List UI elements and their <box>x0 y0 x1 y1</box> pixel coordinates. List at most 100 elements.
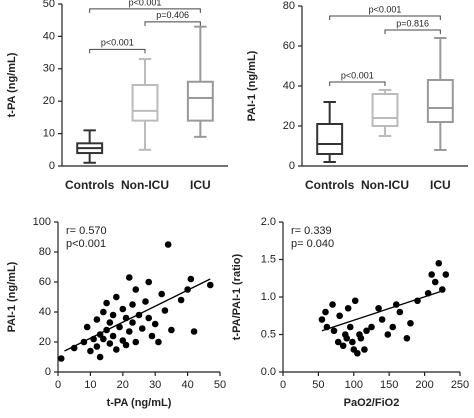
point <box>138 325 146 332</box>
point <box>113 346 120 353</box>
p-value-label: p<0.001 <box>101 38 134 48</box>
point <box>318 316 326 323</box>
point <box>83 323 91 331</box>
point <box>431 278 439 286</box>
point <box>106 319 114 326</box>
x-tick-label: 200 <box>415 379 433 391</box>
point <box>142 298 149 305</box>
x-tick-label: ICU <box>190 178 211 192</box>
box <box>186 80 214 122</box>
point <box>158 290 165 298</box>
point <box>132 286 140 293</box>
y-tick-label: 20 <box>39 336 51 348</box>
y-tick-label: 2.0 <box>261 216 276 228</box>
point <box>93 343 101 350</box>
point <box>442 271 450 278</box>
point <box>361 346 368 353</box>
point <box>339 342 347 350</box>
y-tick-label: 40 <box>43 30 55 42</box>
point <box>334 338 342 346</box>
point <box>177 296 185 304</box>
point <box>125 328 133 335</box>
point <box>109 311 117 319</box>
annotation: r= 0.339 <box>291 225 332 237</box>
annotation: r= 0.570 <box>66 225 107 237</box>
y-tick-label: 20 <box>283 120 295 132</box>
point <box>407 319 414 327</box>
point <box>349 338 356 346</box>
point <box>322 308 329 316</box>
point <box>330 327 338 335</box>
point <box>109 332 117 340</box>
y-axis-label: PAI-1 (ng/mL) <box>6 261 18 332</box>
x-tick-label: 40 <box>181 379 193 391</box>
p-value-label: p<0.001 <box>129 0 162 7</box>
x-tick-label: 100 <box>345 379 363 391</box>
point <box>354 349 361 357</box>
y-tick-label: 100 <box>33 216 51 228</box>
y-tick-label: 0.5 <box>261 328 276 340</box>
regression-line <box>64 278 211 352</box>
point <box>96 353 104 361</box>
point <box>346 323 354 331</box>
y-tick-label: 1.0 <box>261 291 276 303</box>
point <box>155 338 162 346</box>
y-tick-label: 20 <box>43 95 55 107</box>
point <box>384 331 392 338</box>
x-tick-label: 0 <box>55 379 61 391</box>
point <box>168 326 175 334</box>
y-tick-label: 40 <box>283 80 295 92</box>
x-tick-label: 150 <box>380 379 398 391</box>
point <box>132 338 140 346</box>
point <box>106 340 114 347</box>
point <box>103 299 110 307</box>
y-tick-label: 60 <box>39 276 51 288</box>
p-value-label: p<0.001 <box>369 4 402 14</box>
regression-line <box>321 290 443 332</box>
point <box>329 301 336 308</box>
point <box>129 301 136 308</box>
point <box>206 281 214 289</box>
annotation: p= 0.040 <box>291 238 334 250</box>
point <box>403 334 411 342</box>
point <box>368 323 375 331</box>
point <box>343 334 351 342</box>
x-tick-label: Controls <box>65 178 115 192</box>
point <box>145 314 153 322</box>
point <box>363 327 370 335</box>
significance-bracket <box>329 81 386 86</box>
p-value-label: p=0.816 <box>396 18 429 28</box>
x-tick-label: Non-ICU <box>121 178 169 192</box>
point <box>122 341 130 349</box>
y-tick-label: 80 <box>283 0 295 12</box>
significance-bracket <box>384 29 441 34</box>
p-value-label: p<0.001 <box>341 70 374 80</box>
y-axis-label: PAI-1 (ng/mL) <box>246 50 258 121</box>
point <box>57 355 65 362</box>
y-axis-label: t-PA (ng/mL) <box>6 52 18 117</box>
point <box>100 335 107 343</box>
y-tick-label: 80 <box>39 246 51 258</box>
box <box>316 123 344 155</box>
significance-bracket <box>144 21 201 26</box>
box <box>131 84 159 122</box>
point <box>428 271 435 278</box>
point <box>357 334 365 342</box>
point <box>87 347 94 355</box>
point <box>190 328 198 335</box>
y-tick-label: 60 <box>283 40 295 52</box>
point <box>151 320 159 328</box>
annotation: p<0.001 <box>66 238 106 250</box>
y-axis-label: t-PA/PAI-1 (ratio) <box>231 253 243 340</box>
point <box>119 305 127 313</box>
point <box>100 308 107 316</box>
y-tick-label: 0.0 <box>261 366 276 378</box>
x-axis-label: PaO2/FiO2 <box>344 397 400 409</box>
x-tick-label: 50 <box>312 379 324 391</box>
point <box>378 316 386 323</box>
x-tick-label: 50 <box>214 379 226 391</box>
y-tick-label: 0 <box>49 160 55 172</box>
point <box>148 332 156 340</box>
y-tick-label: 0 <box>289 160 295 172</box>
